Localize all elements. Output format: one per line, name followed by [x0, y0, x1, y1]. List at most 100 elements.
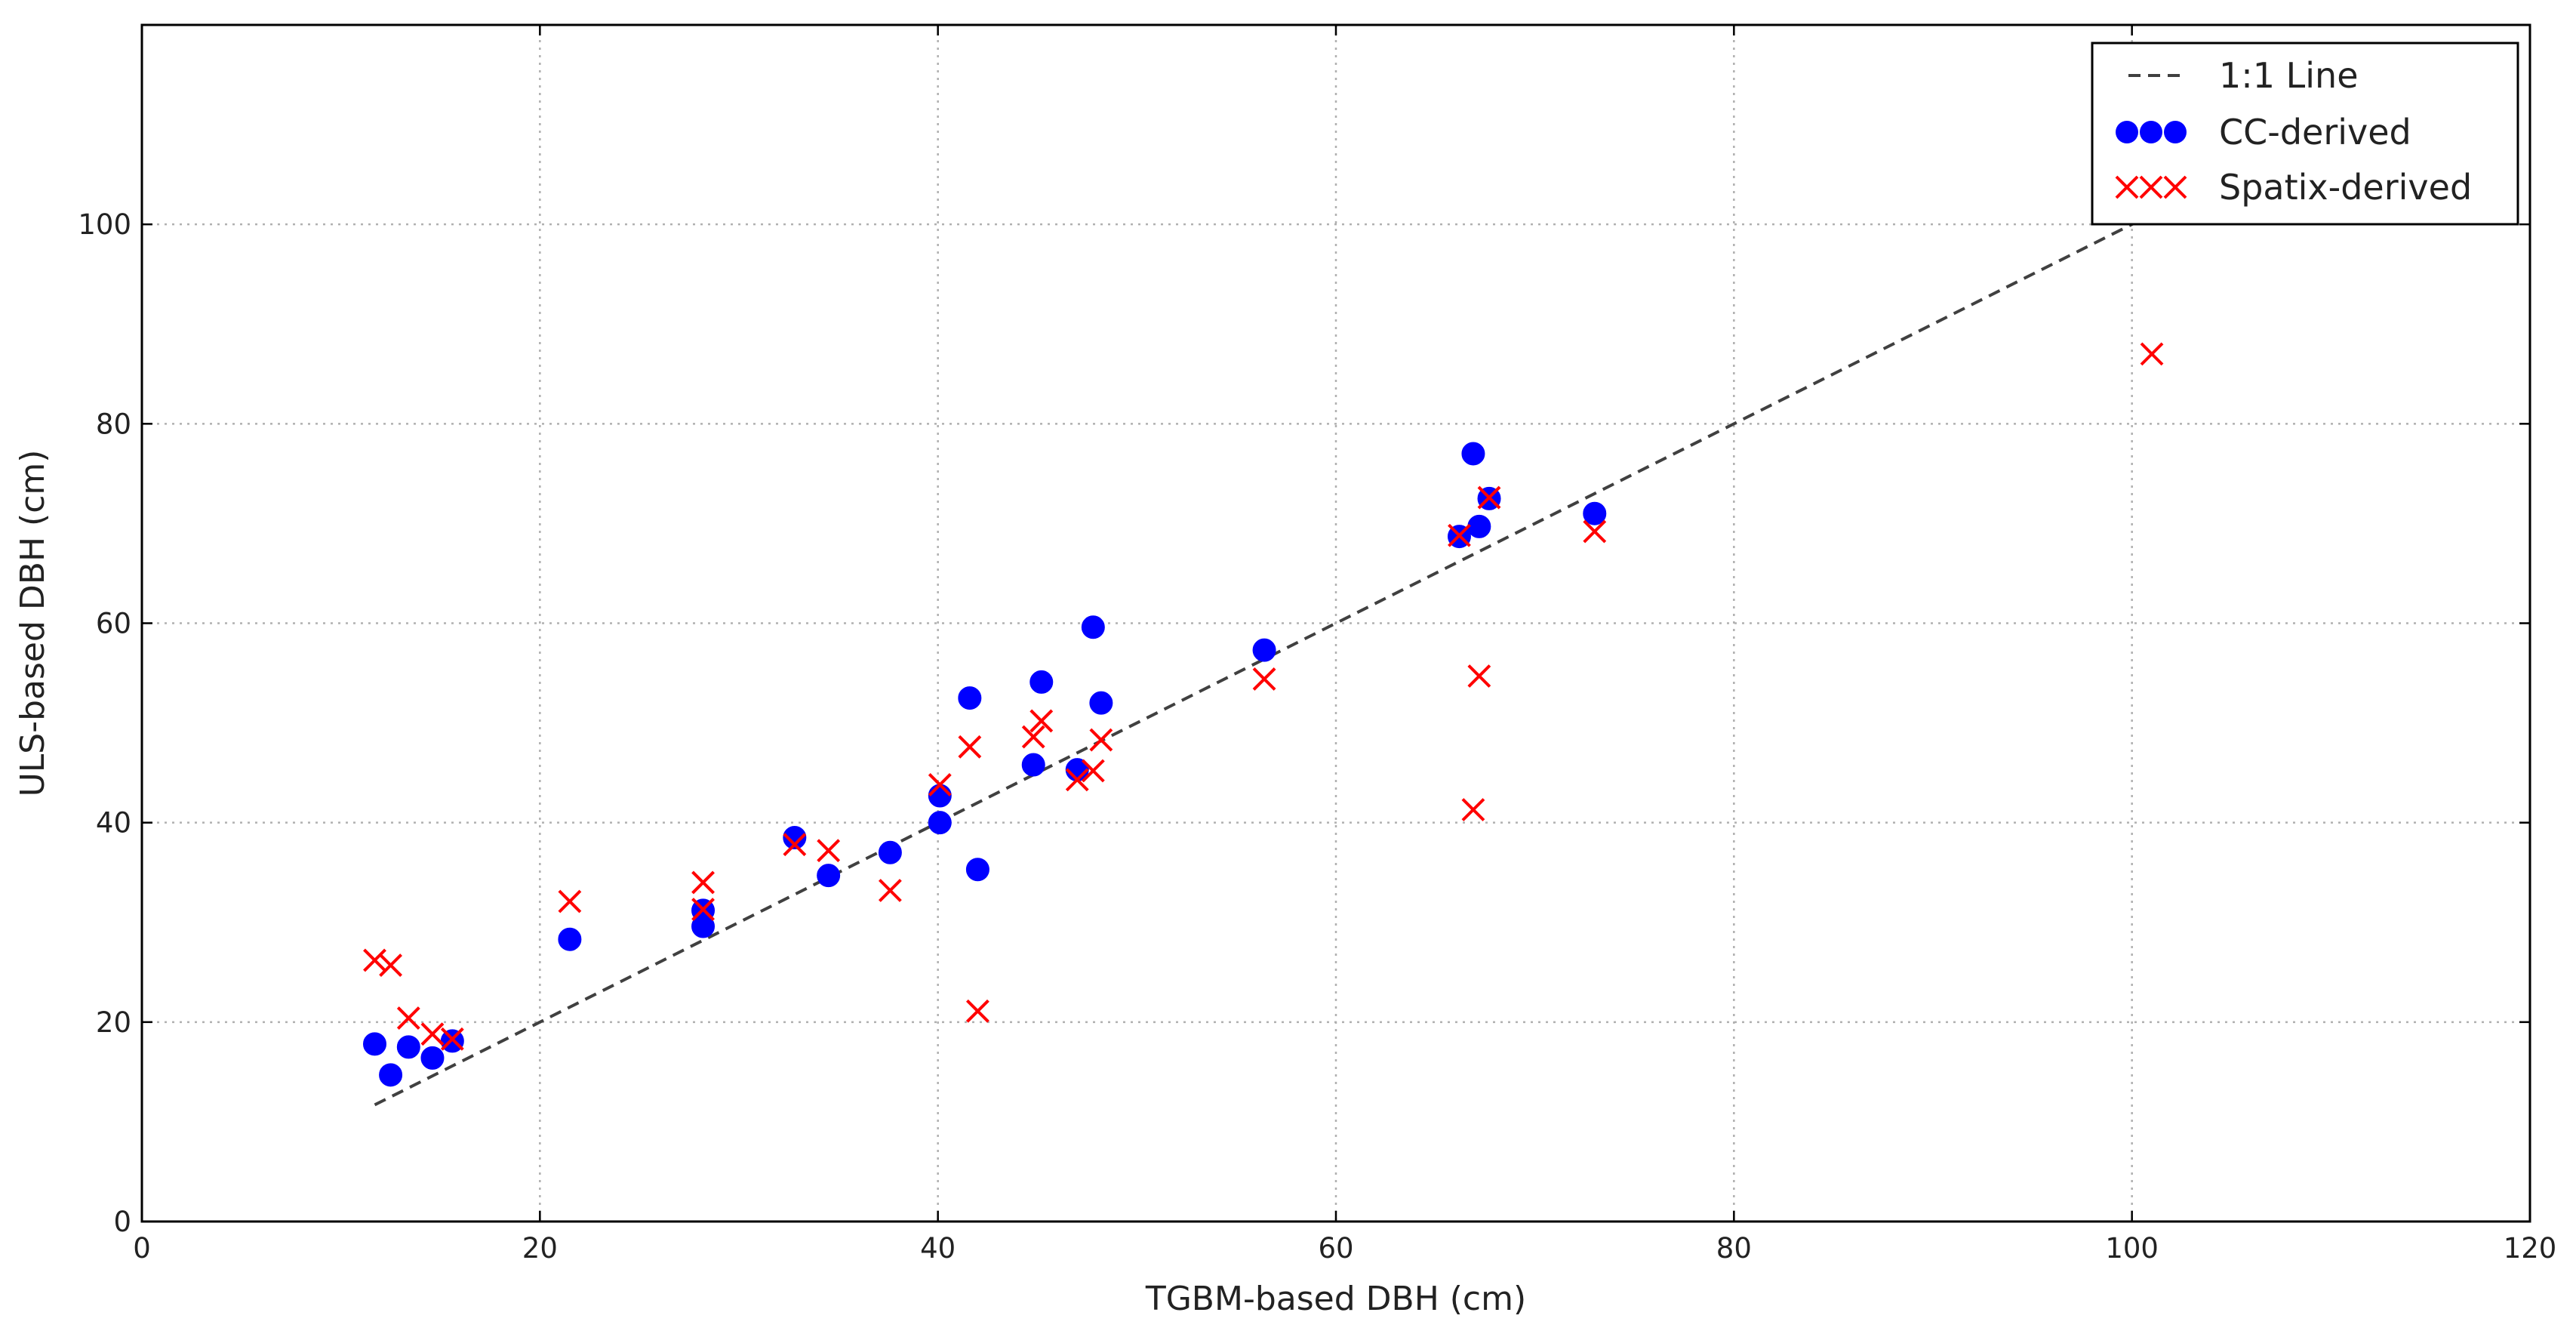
spatix-derived-point-6 [691, 870, 715, 895]
y-tick-label-100: 100 [78, 208, 131, 241]
legend-spatix-derived-marker-2-stroke-b [2163, 175, 2187, 199]
legend-cc-derived-marker-1 [2140, 121, 2162, 143]
y-tick-label-80: 80 [96, 408, 131, 440]
x-tick-label-60: 60 [1318, 1232, 1353, 1265]
x-tick-label-80: 80 [1716, 1232, 1752, 1265]
spatix-derived-point-4-stroke-b [440, 1027, 464, 1051]
spatix-derived-point-8-stroke-b [783, 833, 807, 857]
legend-label-reference-line: 1:1 Line [2219, 55, 2359, 96]
legend-cc-derived-marker-0 [2116, 121, 2138, 143]
reference-line-1-to-1 [374, 213, 2153, 1107]
y-axis-title: ULS-based DBH (cm) [14, 450, 52, 797]
spatix-derived-point-10 [878, 879, 902, 902]
spatix-derived-point-23-stroke-b [1477, 485, 1501, 510]
legend-spatix-derived-marker-0 [2115, 175, 2139, 199]
spatix-derived-point-8 [783, 833, 807, 857]
x-axis-title: TGBM-based DBH (cm) [1145, 1280, 1526, 1318]
reference-line-layer [374, 213, 2153, 1107]
spatix-derived-point-1-stroke-b [379, 954, 402, 977]
x-tick-label-40: 40 [920, 1232, 956, 1265]
spatix-derived-point-6-stroke-b [691, 870, 715, 895]
spatix-derived-point-21 [1461, 798, 1485, 821]
spatix-derived-point-19-stroke-b [1252, 667, 1276, 691]
spatix-derived-point-18 [1089, 728, 1113, 752]
spatix-derived-point-1 [379, 954, 402, 977]
cc-derived-point-12 [928, 811, 952, 835]
spatix-derived-point-25 [2140, 342, 2164, 366]
legend-box [2091, 42, 2519, 226]
cc-derived-point-10 [878, 840, 902, 864]
cc-derived-point-15 [1021, 753, 1045, 777]
spatix-derived-point-9 [817, 839, 841, 863]
spatix-derived-point-12-stroke-b [958, 735, 982, 759]
spatix-derived-point-2-stroke-b [396, 1006, 420, 1030]
spatix-derived-point-4 [440, 1027, 464, 1051]
spatix-derived-point-7 [691, 898, 715, 921]
spatix-derived-point-24 [1583, 519, 1607, 544]
spatix-derived-point-16 [1065, 768, 1089, 792]
spatix-derived-point-10-stroke-b [878, 879, 902, 902]
cc-derived-point-20 [1252, 638, 1276, 662]
spatix-derived-point-18-stroke-b [1089, 728, 1113, 752]
legend-label-spatix-derived: Spatix-derived [2219, 167, 2472, 208]
x-tick-label-120: 120 [2504, 1232, 2557, 1265]
spatix-derived-point-7-stroke-b [691, 898, 715, 921]
spatix-derived-point-5 [558, 889, 582, 913]
y-tick-label-0: 0 [113, 1206, 131, 1238]
spatix-derived-point-17 [1081, 759, 1105, 783]
cc-derived-point-3 [420, 1046, 445, 1070]
cc-derived-point-11 [928, 784, 952, 808]
spatix-derived-point-19 [1252, 667, 1276, 691]
cc-derived-point-14 [965, 858, 989, 882]
cc-derived-point-7 [691, 914, 716, 938]
cc-derived-point-25 [1583, 501, 1607, 525]
spatix-derived-point-3-stroke-b [420, 1022, 445, 1046]
spatix-derived-point-15 [1029, 709, 1054, 733]
spatix-derived-point-2 [396, 1006, 420, 1030]
legend: 1:1 Line CC-derived Spatix-derived [2091, 42, 2519, 226]
x-tick-label-100: 100 [2105, 1232, 2159, 1265]
grid-lines [142, 25, 2530, 1222]
y-tick-label-60: 60 [96, 608, 131, 640]
legend-spatix-derived-marker-0-stroke-b [2115, 175, 2139, 199]
spatix-derived-point-14-stroke-b [1021, 725, 1045, 749]
spatix-derived-point-3 [420, 1022, 445, 1046]
spatix-derived-point-11 [928, 773, 952, 796]
legend-spatix-derived-marker-2 [2163, 175, 2187, 199]
spatix-derived-point-0-stroke-b [363, 948, 386, 972]
series-spatix-derived [363, 342, 2164, 1051]
cc-derived-point-0 [362, 1032, 386, 1056]
spatix-derived-point-12 [958, 735, 982, 759]
cc-derived-point-1 [379, 1063, 403, 1087]
tick-labels: 0 20 40 60 80 100 120 0 20 40 60 80 100 [78, 208, 2556, 1265]
plot-frame [140, 23, 2531, 1223]
spatix-derived-point-21-stroke-b [1461, 798, 1485, 821]
cc-derived-point-22 [1461, 442, 1485, 466]
spatix-derived-point-16-stroke-b [1065, 768, 1089, 792]
data-markers [362, 342, 2164, 1087]
cc-derived-point-9 [817, 864, 841, 888]
x-tick-label-0: 0 [133, 1232, 151, 1265]
spatix-derived-point-23 [1477, 485, 1501, 510]
cc-derived-point-5 [558, 927, 582, 951]
spatix-derived-point-9-stroke-b [817, 839, 841, 863]
spatix-derived-point-14 [1021, 725, 1045, 749]
legend-spatix-derived-marker-1-stroke-b [2139, 175, 2163, 199]
spatix-derived-point-11-stroke-b [928, 773, 952, 796]
cc-derived-point-2 [396, 1035, 420, 1059]
cc-derived-point-16 [1029, 670, 1054, 694]
spatix-derived-point-24-stroke-b [1583, 519, 1607, 544]
spatix-derived-point-5-stroke-b [558, 889, 582, 913]
y-tick-label-20: 20 [96, 1006, 131, 1039]
legend-spatix-derived-marker-1 [2139, 175, 2163, 199]
spatix-derived-point-0 [363, 948, 386, 972]
cc-derived-point-23 [1467, 514, 1491, 538]
spatix-derived-point-13-stroke-b [965, 999, 989, 1023]
spatix-derived-point-25-stroke-b [2140, 342, 2164, 366]
cc-derived-point-18 [1081, 615, 1105, 639]
legend-symbol-cc-derived [2116, 121, 2187, 143]
x-tick-label-20: 20 [522, 1232, 558, 1265]
spatix-derived-point-17-stroke-b [1081, 759, 1105, 783]
